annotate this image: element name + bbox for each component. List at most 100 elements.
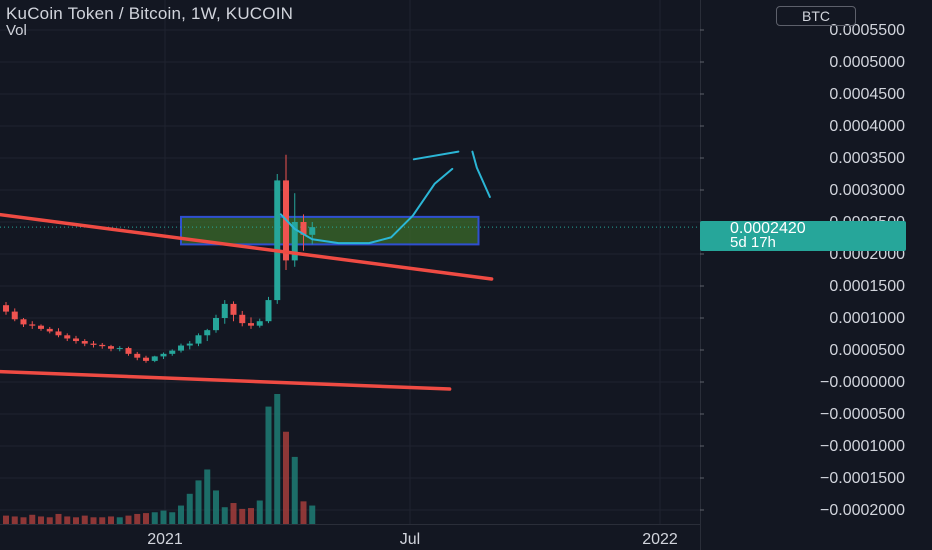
candle-body: [160, 353, 167, 357]
candle-body: [11, 311, 18, 320]
candle-body: [38, 325, 44, 329]
chart-title: KuCoin Token / Bitcoin, 1W, KUCOIN: [6, 4, 294, 23]
volume-bar: [178, 505, 184, 524]
volume-bar: [73, 517, 79, 524]
volume-bar: [274, 394, 281, 524]
candle-body: [204, 330, 211, 336]
volume-bar: [248, 508, 254, 524]
candle-body: [99, 344, 106, 347]
price-tick-label: −0.0001000: [820, 438, 905, 455]
time-tick-label: Jul: [400, 531, 420, 548]
price-tick-label: 0.0005000: [829, 54, 905, 71]
price-tick-label: −0.0002000: [820, 502, 905, 519]
candle-body: [274, 180, 281, 301]
candle-body: [29, 324, 36, 326]
volume-bar: [46, 517, 53, 524]
volume-bar: [283, 431, 289, 524]
price-tick-label: 0.0004000: [829, 118, 905, 135]
last-price-value: 0.0002420: [730, 220, 806, 237]
candle-body: [169, 350, 176, 354]
volume-bar: [195, 480, 202, 524]
volume-bar: [204, 469, 211, 524]
candle-body: [239, 314, 246, 324]
volume-bar: [300, 501, 307, 524]
price-tick-label: −0.0000000: [820, 374, 905, 391]
price-tick-label: −0.0001500: [820, 470, 905, 487]
volume-bar: [213, 490, 219, 524]
candle-body: [3, 305, 9, 312]
volume-label: Vol: [6, 22, 27, 39]
sketch-projection-path: [471, 150, 491, 198]
volume-bar: [160, 510, 167, 524]
volume-bar: [99, 517, 106, 524]
volume-bar: [125, 515, 132, 524]
candle-body: [46, 328, 53, 332]
candle-body: [178, 345, 184, 351]
volume-bar: [134, 513, 141, 524]
volume-bar: [239, 508, 246, 524]
volume-bar: [186, 493, 193, 524]
volume-bar: [116, 517, 123, 524]
price-tick-label: 0.0005500: [829, 22, 905, 39]
volume-bar: [81, 515, 88, 524]
volume-bar: [3, 515, 9, 524]
volume-bar: [151, 512, 158, 524]
descending-trendline-lower: [0, 369, 452, 391]
candle-body: [265, 300, 272, 322]
candle-body: [90, 343, 97, 345]
volume-bar: [221, 507, 228, 524]
volume-bar: [64, 516, 71, 524]
bar-countdown: 5d 17h: [730, 234, 776, 251]
candle-body: [186, 343, 193, 346]
price-tick-label: 0.0004500: [829, 86, 905, 103]
sketch-projection-path: [412, 150, 460, 161]
sketch-projection-path: [279, 167, 454, 245]
volume-bar: [230, 503, 237, 524]
volume-bar: [169, 512, 176, 524]
candle-body: [248, 323, 254, 326]
price-tick-label: 0.0001500: [829, 278, 905, 295]
descending-trendline-upper: [0, 212, 494, 281]
price-tick-label: 0.0003500: [829, 150, 905, 167]
price-tick-label: 0.0001000: [829, 310, 905, 327]
candle-body: [309, 227, 316, 235]
price-tick-label: −0.0000500: [820, 406, 905, 423]
candle-body: [108, 346, 114, 349]
volume-bar: [291, 456, 298, 524]
candle-body: [73, 338, 79, 342]
candle-body: [64, 335, 71, 339]
candle-body: [230, 303, 237, 315]
currency-button[interactable]: BTC: [776, 6, 856, 26]
volume-bar: [90, 517, 97, 524]
volume-bar: [29, 514, 36, 524]
volume-bar: [108, 516, 114, 524]
price-tick-label: 0.0003000: [829, 182, 905, 199]
volume-bar: [20, 517, 27, 524]
volume-bar: [309, 505, 316, 524]
candle-body: [116, 348, 123, 350]
volume-bar: [55, 513, 62, 524]
volume-bar: [143, 513, 149, 524]
candle-body: [256, 321, 263, 326]
candle-body: [300, 222, 307, 235]
candle-body: [20, 319, 27, 325]
candle-body: [291, 222, 298, 261]
volume-bar: [265, 406, 272, 524]
volume-bar: [11, 516, 18, 524]
candle-body: [213, 318, 219, 331]
candle-body: [221, 303, 228, 318]
candle-body: [151, 356, 158, 361]
support-zone: [180, 215, 480, 246]
volume-bar: [256, 500, 263, 524]
candle-body: [55, 331, 62, 336]
time-tick-label: 2021: [147, 531, 183, 548]
candle-body: [134, 353, 141, 358]
time-tick-label: 2022: [642, 531, 678, 548]
candle-body: [81, 341, 88, 344]
last-price-tag: 0.0002420 5d 17h: [700, 221, 906, 251]
price-tick-label: 0.0000500: [829, 342, 905, 359]
candle-body: [143, 357, 149, 361]
candle-body: [125, 348, 132, 354]
candle-body: [195, 335, 202, 344]
